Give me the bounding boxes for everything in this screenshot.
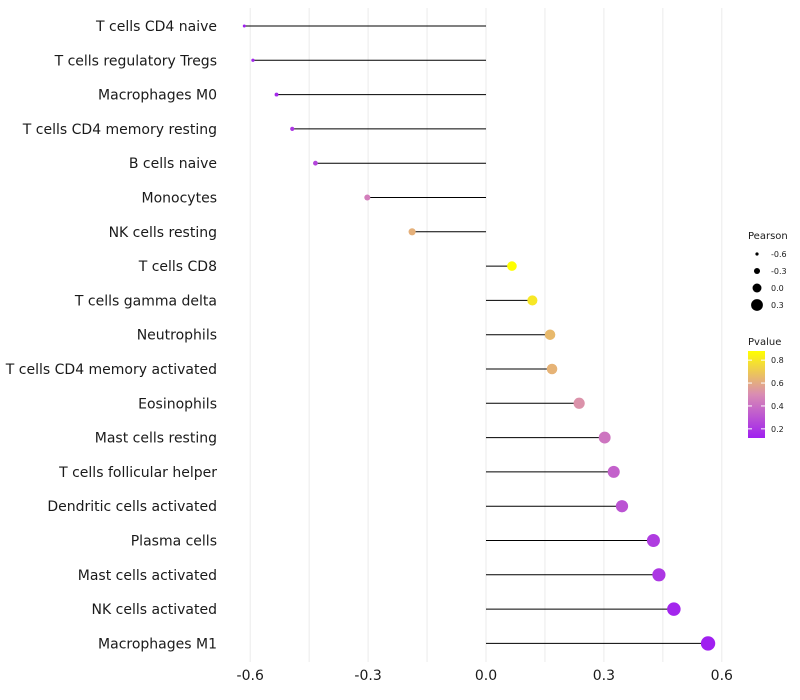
x-axis-ticks: -0.6 -0.3 0.0 0.3 0.6 (237, 668, 733, 684)
legend-size-key (753, 267, 761, 275)
category-label: T cells CD8 (138, 259, 217, 275)
data-point (667, 602, 681, 616)
points (242, 24, 716, 651)
colorbar-tick-label: 0.6 (771, 379, 784, 388)
category-label: T cells follicular helper (58, 465, 217, 481)
legend-size-label: 0.0 (771, 284, 784, 293)
category-label: Macrophages M0 (98, 88, 217, 104)
legend-pvalue: Pvalue 0.2 0.4 0.6 0.8 (748, 337, 784, 438)
data-point (544, 329, 556, 340)
colorbar-tick-label: 0.2 (771, 425, 784, 434)
category-label: Mast cells resting (95, 431, 217, 447)
data-point (507, 261, 517, 271)
data-point (573, 397, 585, 409)
data-point (527, 295, 538, 306)
category-label: Mast cells activated (78, 568, 217, 584)
legend-size-label: 0.3 (771, 301, 784, 310)
category-label: T cells CD4 naive (95, 19, 217, 35)
legend-pearson-title: Pearson (748, 231, 788, 242)
category-label: Plasma cells (131, 534, 217, 550)
x-tick-label: -0.6 (237, 668, 264, 684)
x-tick-label: 0.3 (593, 668, 615, 684)
category-label: T cells CD4 memory activated (5, 362, 217, 378)
category-label: NK cells resting (109, 225, 217, 241)
legend-size-key (755, 252, 759, 256)
x-tick-label: 0.0 (475, 668, 497, 684)
legend-pvalue-title: Pvalue (748, 337, 781, 348)
data-point (313, 160, 318, 166)
colorbar-tick-label: 0.4 (771, 402, 784, 411)
data-point (615, 500, 629, 513)
legend-size-label: -0.3 (771, 267, 787, 276)
category-label: T cells CD4 memory resting (22, 122, 217, 138)
data-point (700, 636, 716, 651)
category-label: T cells regulatory Tregs (54, 53, 217, 69)
data-point (290, 126, 295, 132)
data-point (364, 194, 371, 201)
x-tick-label: -0.3 (354, 668, 381, 684)
legend-size-key (751, 299, 763, 311)
category-labels: T cells CD4 naive T cells regulatory Treg… (5, 19, 217, 652)
data-point (646, 533, 660, 548)
data-point (251, 58, 255, 62)
data-point (607, 465, 620, 478)
data-point (274, 92, 279, 97)
category-label: Neutrophils (137, 328, 217, 344)
data-point (242, 24, 246, 28)
category-label: Dendritic cells activated (47, 499, 217, 515)
x-tick-label: 0.6 (711, 668, 733, 684)
legend-pearson: Pearson -0.6 -0.3 0.0 0.3 (748, 231, 788, 311)
data-point (598, 431, 611, 444)
category-label: Eosinophils (138, 396, 217, 412)
colorbar-tick-label: 0.8 (771, 356, 784, 365)
category-label: NK cells activated (92, 602, 217, 618)
legend-size-label: -0.6 (771, 250, 787, 259)
category-label: T cells gamma delta (74, 293, 217, 309)
pvalue-colorbar (748, 351, 765, 438)
stems (244, 25, 709, 644)
data-point (652, 568, 666, 582)
category-label: B cells naive (129, 156, 217, 172)
data-point (546, 363, 558, 375)
legend-size-key (752, 283, 762, 293)
data-point (408, 228, 416, 236)
category-label: Monocytes (142, 191, 217, 207)
category-label: Macrophages M1 (98, 636, 217, 652)
